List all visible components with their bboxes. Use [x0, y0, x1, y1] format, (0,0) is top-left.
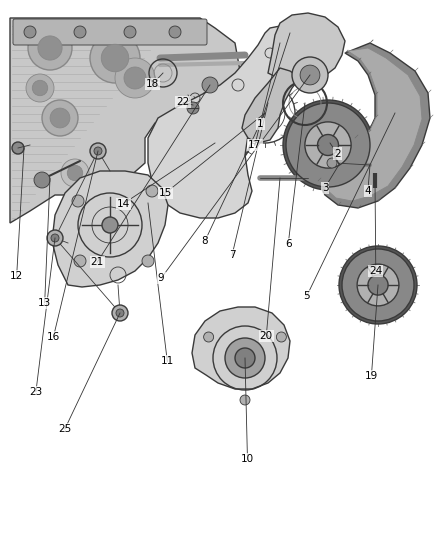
- Text: 23: 23: [29, 387, 42, 397]
- Circle shape: [339, 246, 417, 324]
- Circle shape: [12, 142, 24, 154]
- Text: 12: 12: [10, 271, 23, 281]
- Circle shape: [225, 338, 265, 378]
- Text: 1: 1: [257, 119, 264, 128]
- Circle shape: [318, 134, 339, 156]
- Circle shape: [202, 77, 218, 93]
- Polygon shape: [318, 43, 430, 208]
- Circle shape: [61, 159, 89, 187]
- Circle shape: [146, 185, 158, 197]
- FancyBboxPatch shape: [13, 19, 207, 45]
- Text: 25: 25: [58, 424, 71, 434]
- Text: 20: 20: [260, 331, 273, 341]
- Circle shape: [90, 33, 140, 83]
- Circle shape: [74, 255, 86, 267]
- Circle shape: [124, 67, 146, 89]
- Text: 6: 6: [285, 239, 292, 249]
- Circle shape: [142, 255, 154, 267]
- Text: 9: 9: [158, 273, 165, 283]
- Text: 8: 8: [201, 236, 208, 246]
- Text: 22: 22: [177, 98, 190, 107]
- Circle shape: [115, 58, 155, 98]
- Text: 10: 10: [241, 455, 254, 464]
- Polygon shape: [148, 25, 310, 218]
- Circle shape: [51, 234, 59, 242]
- Polygon shape: [322, 48, 422, 201]
- Circle shape: [286, 103, 370, 187]
- Circle shape: [112, 305, 128, 321]
- Circle shape: [102, 217, 118, 233]
- Circle shape: [169, 26, 181, 38]
- Text: 17: 17: [248, 140, 261, 150]
- Circle shape: [305, 122, 351, 168]
- Circle shape: [28, 26, 72, 70]
- Circle shape: [67, 165, 83, 181]
- Circle shape: [283, 100, 373, 190]
- Circle shape: [94, 147, 102, 155]
- Circle shape: [50, 108, 70, 128]
- Text: 15: 15: [159, 188, 172, 198]
- Text: 16: 16: [47, 332, 60, 342]
- Text: 21: 21: [91, 257, 104, 267]
- Text: 13: 13: [38, 298, 51, 308]
- Circle shape: [42, 100, 78, 136]
- Text: 3: 3: [321, 183, 328, 192]
- Circle shape: [357, 264, 399, 306]
- Circle shape: [276, 332, 286, 342]
- Circle shape: [26, 74, 54, 102]
- Circle shape: [240, 395, 250, 405]
- Circle shape: [72, 195, 84, 207]
- Circle shape: [34, 172, 50, 188]
- Circle shape: [90, 143, 106, 159]
- Text: 2: 2: [334, 149, 341, 158]
- Text: 19: 19: [365, 371, 378, 381]
- Text: 4: 4: [364, 186, 371, 196]
- Circle shape: [187, 102, 199, 114]
- Circle shape: [24, 26, 36, 38]
- Circle shape: [74, 26, 86, 38]
- Text: 24: 24: [369, 266, 382, 276]
- Circle shape: [38, 36, 62, 60]
- Circle shape: [368, 275, 388, 295]
- Circle shape: [292, 57, 328, 93]
- Text: 5: 5: [303, 292, 310, 301]
- Polygon shape: [52, 171, 168, 287]
- Text: 14: 14: [117, 199, 130, 208]
- Circle shape: [300, 65, 320, 85]
- Text: 18: 18: [146, 79, 159, 89]
- Polygon shape: [192, 307, 290, 389]
- Text: 7: 7: [229, 250, 236, 260]
- Circle shape: [327, 158, 337, 168]
- Polygon shape: [242, 68, 300, 143]
- Circle shape: [32, 80, 48, 96]
- Circle shape: [342, 249, 414, 321]
- Circle shape: [47, 230, 63, 246]
- Circle shape: [116, 309, 124, 317]
- Circle shape: [235, 348, 255, 368]
- Polygon shape: [10, 18, 240, 223]
- Circle shape: [204, 332, 214, 342]
- Circle shape: [101, 44, 129, 72]
- Text: 11: 11: [161, 357, 174, 366]
- Polygon shape: [268, 13, 345, 83]
- Circle shape: [124, 26, 136, 38]
